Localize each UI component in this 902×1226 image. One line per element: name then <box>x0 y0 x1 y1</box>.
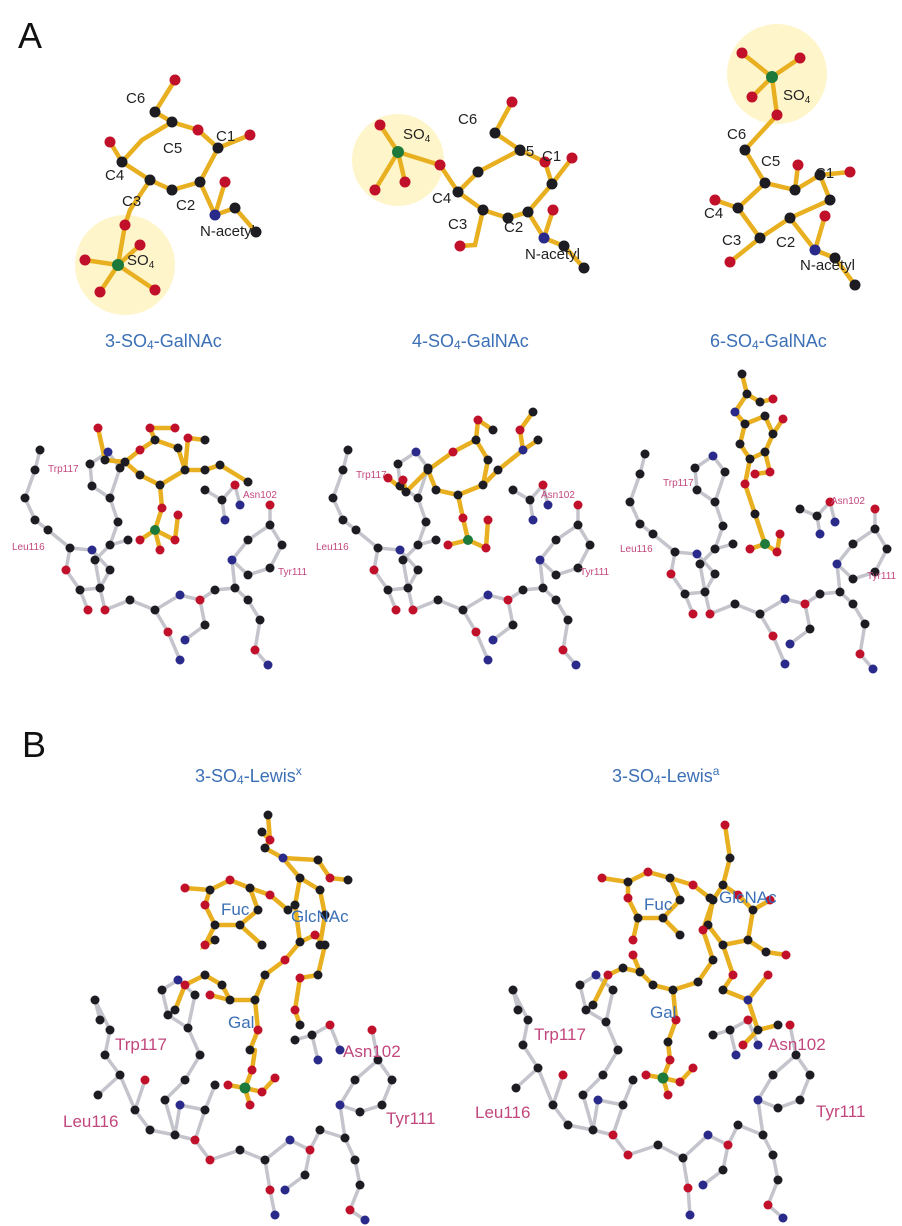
label-c6: C6 <box>126 90 145 107</box>
label-c1: C1 <box>216 128 235 145</box>
ring-label-fuc: Fuc <box>221 900 250 919</box>
label-c4: C4 <box>105 167 124 184</box>
label-c3: C3 <box>722 232 741 249</box>
residue-label-leu116: Leu116 <box>12 542 45 553</box>
label-so4: SO4 <box>127 252 155 271</box>
label-n-acetyl: N-acetyl <box>800 257 855 274</box>
label-c6: C6 <box>727 126 746 143</box>
label-c4: C4 <box>704 205 723 222</box>
label-so4: SO4 <box>403 126 431 145</box>
atoms <box>328 407 595 670</box>
molecule-title: 4-SO4-GalNAc <box>412 331 529 352</box>
residue-label-asn102: Asn102 <box>343 1042 401 1061</box>
panel-a-letter: A <box>18 15 42 56</box>
label-c2: C2 <box>176 197 195 214</box>
residue-label-trp117: Trp117 <box>663 478 694 489</box>
ring-label-gal: Gal <box>228 1013 254 1032</box>
ring-label-fuc: Fuc <box>644 895 673 914</box>
sugar-bonds <box>385 409 541 552</box>
residue-label-tyr111: Tyr111 <box>278 567 308 578</box>
residue-label-tyr111: Tyr111 <box>816 1102 865 1121</box>
residue-label-asn102: Asn102 <box>243 490 277 501</box>
label-so4: SO4 <box>783 87 811 106</box>
label-c1: C1 <box>542 148 561 165</box>
panel-b-letter: B <box>22 724 46 765</box>
atoms <box>508 820 815 1223</box>
structure-title-lewis-x: 3-SO4-Lewisx <box>195 764 302 787</box>
protein-bonds <box>331 448 593 667</box>
atoms <box>90 810 397 1225</box>
molecule-4-so4-galnac: C6 C5 C1 C4 C3 C2 N-acetyl SO4 4-SO4-Gal… <box>352 96 590 352</box>
label-c5: C5 <box>163 140 182 157</box>
residue-label-leu116: Leu116 <box>620 544 653 555</box>
residue-label-asn102: Asn102 <box>541 490 575 501</box>
sugar-bonds <box>95 425 251 553</box>
residue-label-asn102: Asn102 <box>831 496 865 507</box>
binding-site-6-so4-galnac: Trp117 Asn102 Leu116 Tyr111 <box>620 369 897 674</box>
sugar-atoms <box>79 74 262 298</box>
molecule-6-so4-galnac: C6 C5 C1 C4 C3 C2 N-acetyl SO4 6-SO4-Gal… <box>704 24 861 352</box>
label-c1: C1 <box>815 165 834 182</box>
residue-label-leu116: Leu116 <box>475 1103 530 1122</box>
atoms <box>20 423 287 670</box>
ring-label-gal: Gal <box>650 1003 676 1022</box>
label-c3: C3 <box>122 193 141 210</box>
structure-title-lewis-a: 3-SO4-Lewisa <box>612 764 720 787</box>
molecule-title: 6-SO4-GalNAc <box>710 331 827 352</box>
binding-site-3-so4-galnac: Trp117 Asn102 Leu116 Tyr111 <box>12 423 308 670</box>
sugar-bonds <box>590 822 789 1098</box>
label-n-acetyl: N-acetyl <box>525 246 580 263</box>
sugar-atoms <box>709 47 861 291</box>
label-c5: C5 <box>761 153 780 170</box>
label-c5: C5 <box>515 143 534 160</box>
label-c2: C2 <box>776 234 795 251</box>
residue-label-trp117: Trp117 <box>356 470 387 481</box>
binding-site-3-so4-lewis-a: Fuc GlcNAc Gal Trp117 Asn102 Leu116 Tyr1… <box>475 820 865 1223</box>
residue-label-tyr111: Tyr111 <box>386 1109 435 1128</box>
label-c4: C4 <box>432 190 451 207</box>
ring-label-glcnac: GlcNAc <box>719 888 777 907</box>
residue-label-trp117: Trp117 <box>534 1025 586 1044</box>
residue-label-tyr111: Tyr111 <box>867 571 897 582</box>
residue-label-leu116: Leu116 <box>63 1112 118 1131</box>
label-c2: C2 <box>504 219 523 236</box>
residue-label-asn102: Asn102 <box>768 1035 826 1054</box>
binding-site-3-so4-lewis-x: Fuc GlcNAc Gal Trp117 Asn102 Leu116 Tyr1… <box>63 810 435 1225</box>
sugar-atoms <box>369 96 590 274</box>
ring-label-glcnac: GlcNAc <box>291 907 349 926</box>
atoms <box>625 369 892 674</box>
label-c6: C6 <box>458 111 477 128</box>
residue-label-tyr111: Tyr111 <box>580 567 610 578</box>
label-n-acetyl: N-acetyl <box>200 223 255 240</box>
residue-label-trp117: Trp117 <box>48 464 79 475</box>
residue-label-leu116: Leu116 <box>316 542 349 553</box>
residue-label-trp117: Trp117 <box>115 1035 167 1054</box>
label-c3: C3 <box>448 216 467 233</box>
molecule-title: 3-SO4-GalNAc <box>105 331 222 352</box>
binding-site-4-so4-galnac: Trp117 Asn102 Leu116 Tyr111 <box>316 407 610 670</box>
molecule-3-so4-galnac: C6 C5 C1 C4 C3 C2 N-acetyl SO4 3-SO4-Gal… <box>75 74 262 352</box>
